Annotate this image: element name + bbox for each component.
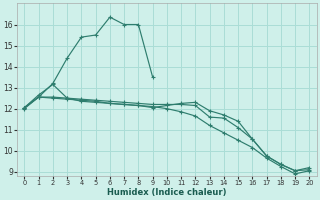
X-axis label: Humidex (Indice chaleur): Humidex (Indice chaleur) bbox=[107, 188, 227, 197]
